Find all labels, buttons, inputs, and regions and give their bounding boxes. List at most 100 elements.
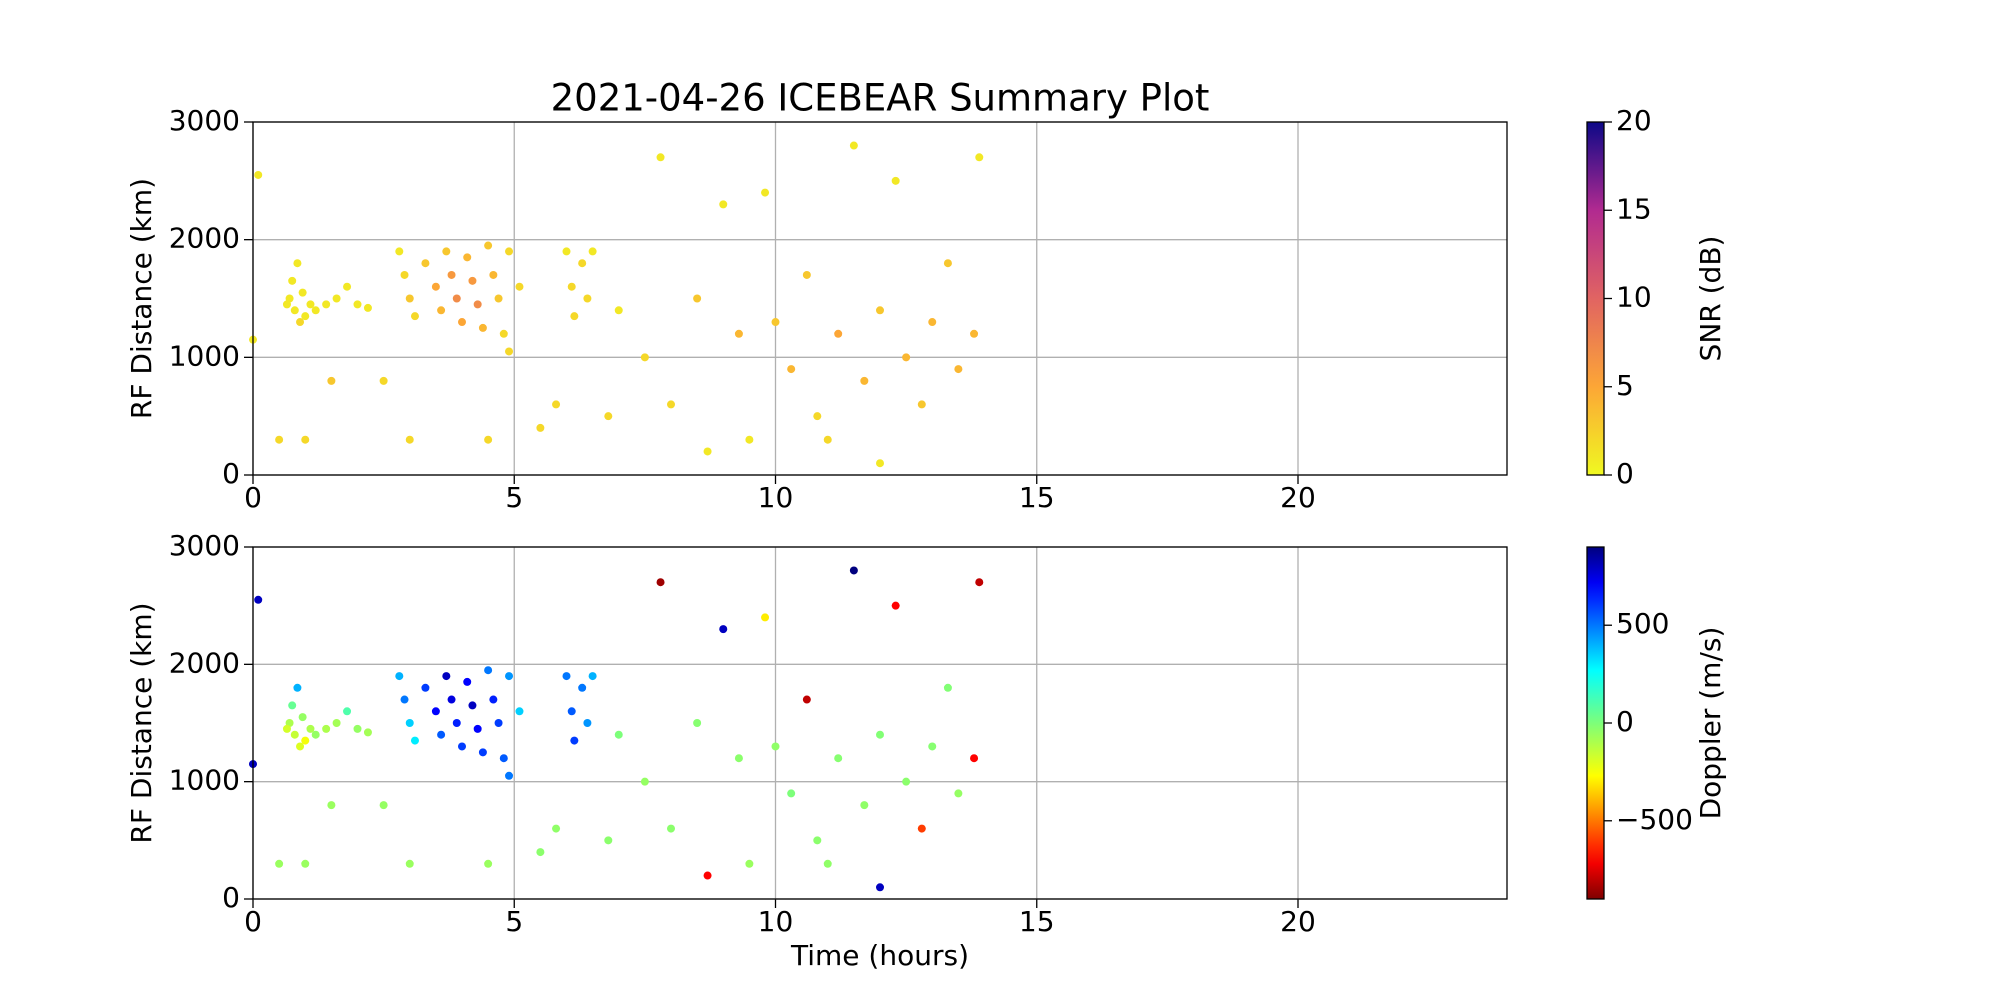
point	[891, 601, 900, 610]
point	[849, 566, 858, 575]
point	[876, 459, 884, 468]
x-tick-label: 0	[244, 905, 262, 938]
point	[928, 742, 937, 751]
point	[917, 400, 926, 409]
point	[290, 306, 299, 315]
point	[293, 683, 302, 692]
point	[311, 306, 320, 315]
point	[505, 771, 514, 780]
point	[823, 435, 832, 444]
point	[604, 836, 613, 845]
point	[282, 724, 291, 733]
colorbar-tick-label: 5	[1616, 369, 1634, 402]
y-tick-label: 2000	[169, 222, 240, 255]
point	[437, 306, 446, 315]
point	[515, 707, 524, 716]
point	[405, 719, 414, 727]
point	[442, 247, 451, 256]
point	[570, 736, 579, 745]
point	[567, 707, 576, 716]
point	[343, 282, 352, 291]
point	[943, 683, 952, 692]
colorbar-tick-label: 500	[1616, 607, 1669, 640]
x-tick-label: 10	[758, 905, 794, 938]
point	[876, 883, 884, 892]
point	[431, 707, 440, 716]
point	[902, 777, 911, 786]
point	[578, 683, 587, 692]
point	[311, 730, 320, 739]
point	[656, 578, 665, 587]
point	[484, 666, 493, 675]
point	[876, 306, 884, 315]
point	[290, 730, 299, 739]
point	[583, 294, 592, 303]
y-tick-label: 1000	[169, 339, 240, 372]
point	[970, 754, 979, 763]
point	[499, 329, 508, 338]
point	[301, 312, 310, 321]
point	[442, 672, 451, 681]
x-tick-label: 15	[1019, 481, 1055, 514]
point	[363, 303, 372, 312]
point	[693, 719, 702, 727]
x-tick-label: 0	[244, 481, 262, 514]
point	[332, 294, 341, 303]
colorbar	[1586, 121, 1605, 476]
point	[823, 859, 832, 868]
point	[254, 595, 263, 604]
point	[505, 247, 514, 256]
colorbar-tick-label: 10	[1616, 281, 1652, 314]
point	[902, 353, 911, 362]
point	[447, 695, 456, 704]
point	[813, 836, 822, 845]
x-tick-label: 15	[1019, 905, 1055, 938]
point	[667, 824, 675, 833]
point	[588, 672, 597, 681]
point	[322, 724, 331, 733]
point	[802, 270, 811, 279]
point	[421, 683, 430, 692]
colorbar	[1586, 546, 1605, 900]
point	[405, 859, 414, 868]
point	[298, 713, 307, 722]
point	[562, 247, 571, 256]
point	[288, 701, 297, 710]
point	[379, 376, 388, 385]
point	[468, 276, 477, 285]
x-tick-label: 5	[505, 905, 523, 938]
point	[499, 754, 508, 763]
point	[254, 170, 263, 179]
point	[379, 801, 388, 810]
y-tick-label: 2000	[169, 646, 240, 679]
point	[332, 719, 341, 727]
point	[353, 724, 362, 733]
point	[306, 300, 315, 309]
point	[410, 736, 419, 745]
point	[400, 270, 409, 279]
colorbar-tick-label: 0	[1616, 457, 1634, 490]
point	[570, 312, 579, 321]
point	[478, 323, 487, 332]
colorbar-label: SNR (dB)	[1694, 236, 1727, 362]
point	[734, 754, 743, 763]
point	[296, 318, 305, 327]
point	[327, 376, 336, 385]
point	[588, 247, 597, 256]
y-tick-label: 1000	[169, 764, 240, 797]
point	[395, 672, 404, 681]
point	[489, 270, 498, 279]
point	[405, 435, 414, 444]
point	[787, 365, 796, 374]
point	[834, 329, 843, 338]
x-tick-label: 20	[1280, 481, 1316, 514]
point	[405, 294, 414, 303]
point	[515, 282, 524, 291]
point	[536, 423, 545, 432]
point	[954, 365, 963, 374]
point	[452, 719, 461, 727]
y-axis-label: RF Distance (km)	[125, 602, 158, 843]
point	[834, 754, 843, 763]
point	[452, 294, 461, 303]
